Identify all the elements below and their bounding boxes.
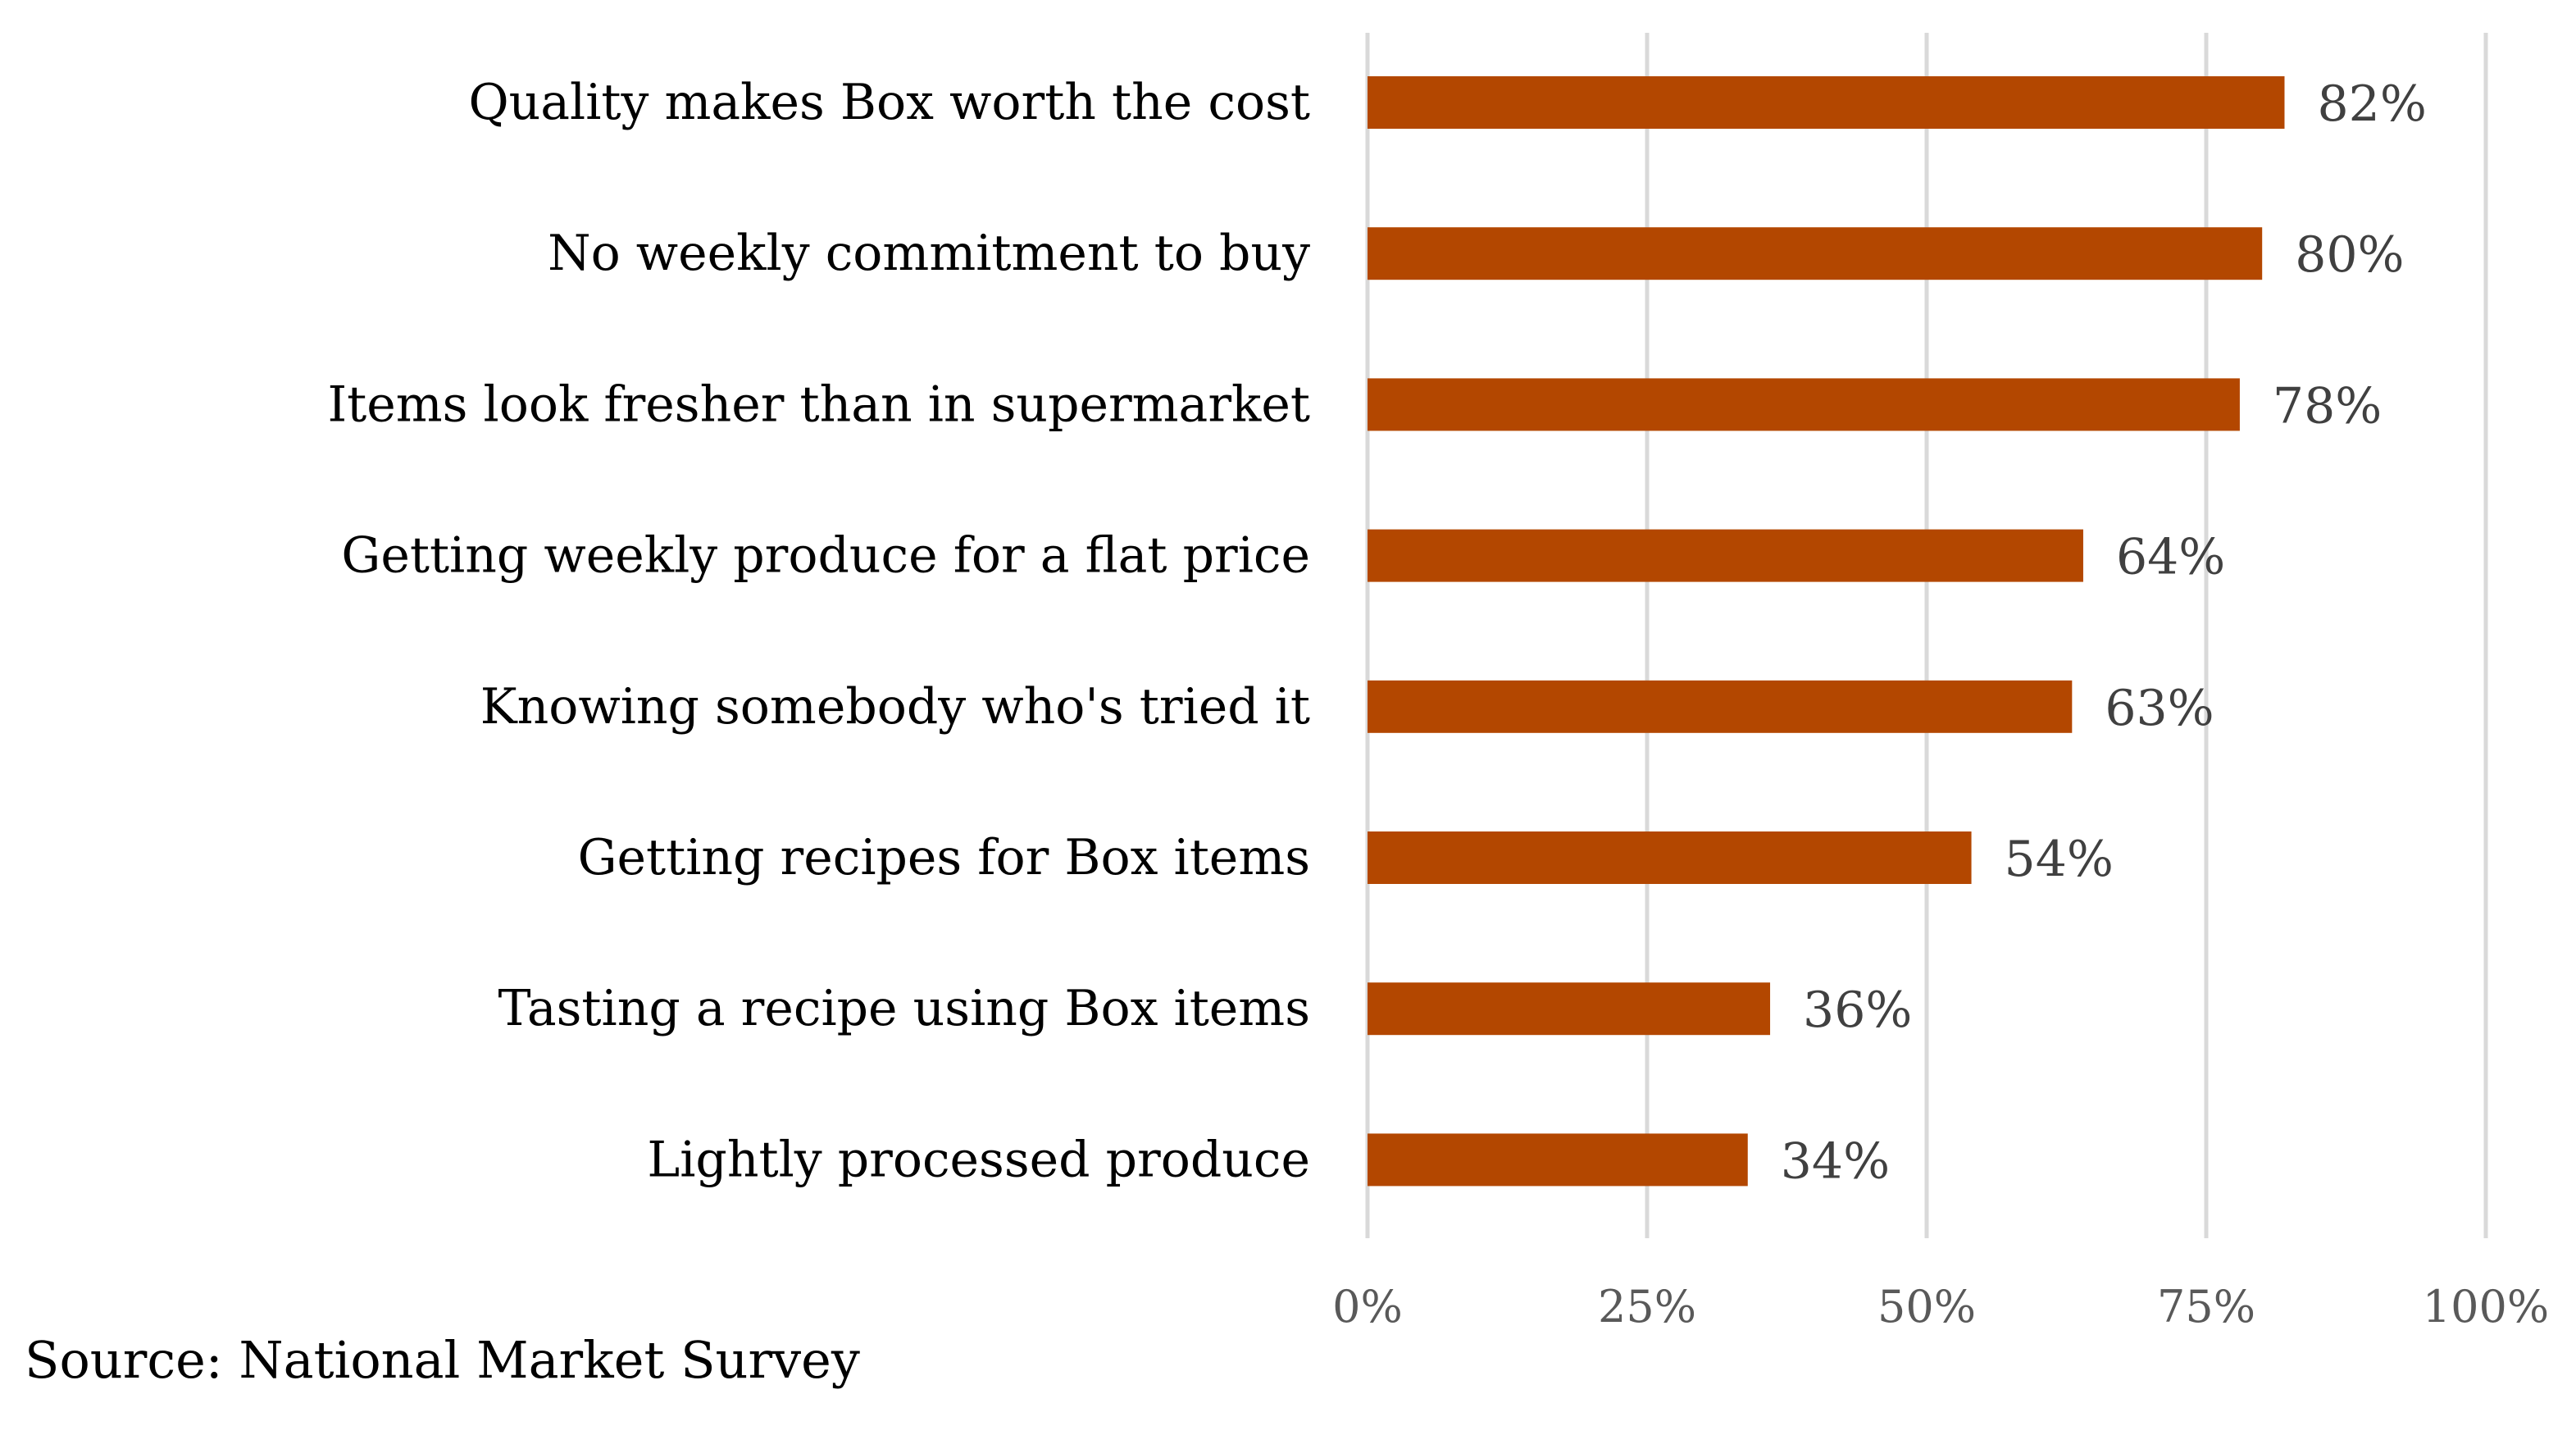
- x-tick-label: 25%: [1598, 1281, 1696, 1332]
- value-label: 54%: [2005, 831, 2114, 888]
- source-note: Source: National Market Survey: [25, 1330, 860, 1390]
- bar: [1368, 831, 1972, 884]
- bar: [1368, 76, 2285, 129]
- category-label: Lightly processed produce: [647, 1131, 1310, 1188]
- bar: [1368, 227, 2263, 280]
- value-label: 63%: [2105, 680, 2214, 737]
- category-label: No weekly commitment to buy: [548, 225, 1310, 282]
- value-label: 34%: [1781, 1132, 1890, 1190]
- value-label: 64%: [2116, 529, 2225, 586]
- bar: [1368, 680, 2073, 733]
- x-tick-label: 0%: [1332, 1281, 1403, 1332]
- x-tick-label: 75%: [2157, 1281, 2255, 1332]
- category-label: Getting weekly produce for a flat price: [341, 527, 1310, 585]
- category-label: Items look fresher than in supermarket: [327, 376, 1310, 433]
- x-axis-tick-labels: 0% 25% 50% 75% 100%: [1332, 1281, 2549, 1332]
- category-label: Getting recipes for Box items: [578, 829, 1310, 886]
- value-labels: 82% 80% 78% 64% 63% 54% 36% 34%: [1781, 75, 2427, 1190]
- bar: [1368, 1133, 1748, 1187]
- gridlines: [1365, 33, 2488, 1238]
- category-label: Quality makes Box worth the cost: [468, 74, 1310, 131]
- bars: [1368, 76, 2285, 1187]
- x-tick-label: 100%: [2423, 1281, 2549, 1332]
- category-label: Tasting a recipe using Box items: [498, 980, 1310, 1037]
- bar: [1368, 982, 1771, 1036]
- value-label: 82%: [2317, 75, 2426, 133]
- value-label: 80%: [2295, 226, 2404, 284]
- bar: [1368, 378, 2240, 431]
- bar: [1368, 529, 2083, 582]
- category-labels: Quality makes Box worth the cost No weekl…: [327, 74, 1310, 1188]
- category-label: Knowing somebody who's tried it: [480, 678, 1310, 736]
- value-label: 78%: [2273, 377, 2382, 435]
- x-tick-label: 50%: [1877, 1281, 1976, 1332]
- value-label: 36%: [1803, 982, 1912, 1039]
